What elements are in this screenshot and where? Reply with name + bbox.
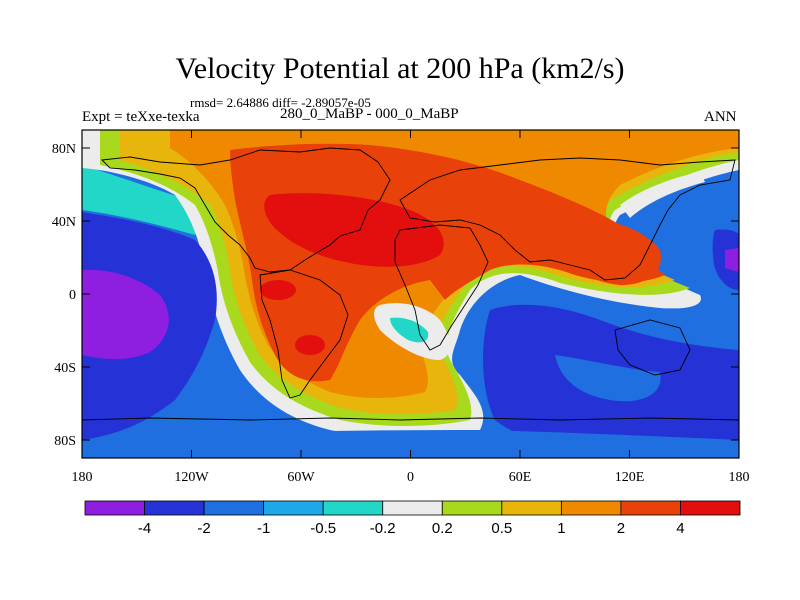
africa-coast <box>394 224 489 351</box>
colorbar-label: 0.2 <box>432 520 453 537</box>
x-tick-label: 120E <box>615 470 645 485</box>
colorbar-label: -0.5 <box>310 520 336 537</box>
colorbar-swatch <box>501 500 562 516</box>
indian-ocean-inner <box>555 355 661 402</box>
japan-arc <box>620 172 705 218</box>
south-america-coast <box>259 269 349 399</box>
plot-title: Velocity Potential at 200 hPa (km2/s) <box>175 52 625 85</box>
antarctica-coast <box>82 417 739 421</box>
colorbar-swatch <box>441 500 503 516</box>
east-pacific-purple <box>725 248 739 272</box>
colorbar-label: -1 <box>257 520 270 537</box>
experiment-label: Expt = teXxe-texka <box>82 109 200 125</box>
y-tick-label: 0 <box>69 288 76 303</box>
y-tick-label: 40S <box>54 361 76 376</box>
colorbar-label: -4 <box>138 520 151 537</box>
colorbar-label: 1 <box>557 520 565 537</box>
x-tick-label: 120W <box>174 470 209 485</box>
coastlines <box>82 147 739 421</box>
colorbar-swatch <box>560 500 622 516</box>
colorbar: -4 -2 -1 -0.5 -0.2 0.2 0.5 1 2 4 <box>84 500 741 537</box>
colorbar-swatch <box>620 500 681 516</box>
north-america-coast <box>101 147 391 273</box>
y-tick-label: 80S <box>54 434 76 449</box>
y-axis: 80N 40N 0 40S 80S <box>52 142 739 449</box>
y-tick-label: 40N <box>52 215 76 230</box>
colorbar-swatch <box>382 500 443 516</box>
colorbar-swatch <box>144 500 205 516</box>
contour-4-south-america <box>260 280 296 300</box>
x-tick-label: 60E <box>509 470 532 485</box>
colorbar-label: 4 <box>676 520 684 537</box>
y-tick-label: 80N <box>52 142 76 157</box>
colorbar-label: -2 <box>197 520 210 537</box>
contour-4-brazil <box>295 335 325 355</box>
colorbar-label: 2 <box>617 520 625 537</box>
contour-field <box>82 130 739 458</box>
atlantic-tongue-cyan <box>390 317 429 343</box>
x-tick-label: 180 <box>72 470 93 485</box>
colorbar-swatch <box>263 500 324 516</box>
x-axis: 180 120W 60W 0 60E 120E 180 <box>72 130 750 485</box>
colorbar-label: 0.5 <box>491 520 512 537</box>
eurasia-coast <box>399 157 736 281</box>
colorbar-swatch <box>84 500 145 516</box>
contour-4-core <box>264 193 444 267</box>
colorbar-swatch <box>203 500 265 516</box>
season-label: ANN <box>704 109 737 125</box>
colorbar-swatch <box>680 500 741 516</box>
north-pacific-cyan <box>82 165 205 235</box>
plot-subtitle: 280_0_MaBP - 000_0_MaBP <box>280 106 459 122</box>
colorbar-swatch <box>322 500 384 516</box>
colorbar-label: -0.2 <box>370 520 396 537</box>
x-tick-label: 180 <box>729 470 750 485</box>
australia-coast <box>614 319 691 376</box>
x-tick-label: 0 <box>407 470 414 485</box>
x-tick-label: 60W <box>287 470 315 485</box>
rmsd-diff-stats: rmsd= 2.64886 diff= -2.89057e-05 <box>190 95 371 110</box>
antarctic-band <box>82 430 739 458</box>
contour-minus-4 <box>82 269 169 360</box>
